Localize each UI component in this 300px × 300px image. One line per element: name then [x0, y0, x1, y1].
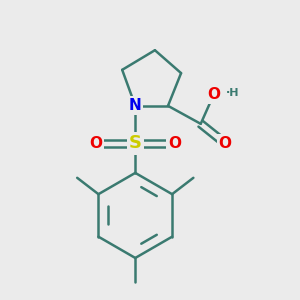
Text: O: O [89, 136, 103, 151]
Text: O: O [168, 136, 181, 151]
Text: O: O [219, 136, 232, 151]
Text: N: N [129, 98, 142, 113]
Text: O: O [207, 87, 220, 102]
Text: S: S [129, 134, 142, 152]
Text: ·H: ·H [226, 88, 240, 98]
